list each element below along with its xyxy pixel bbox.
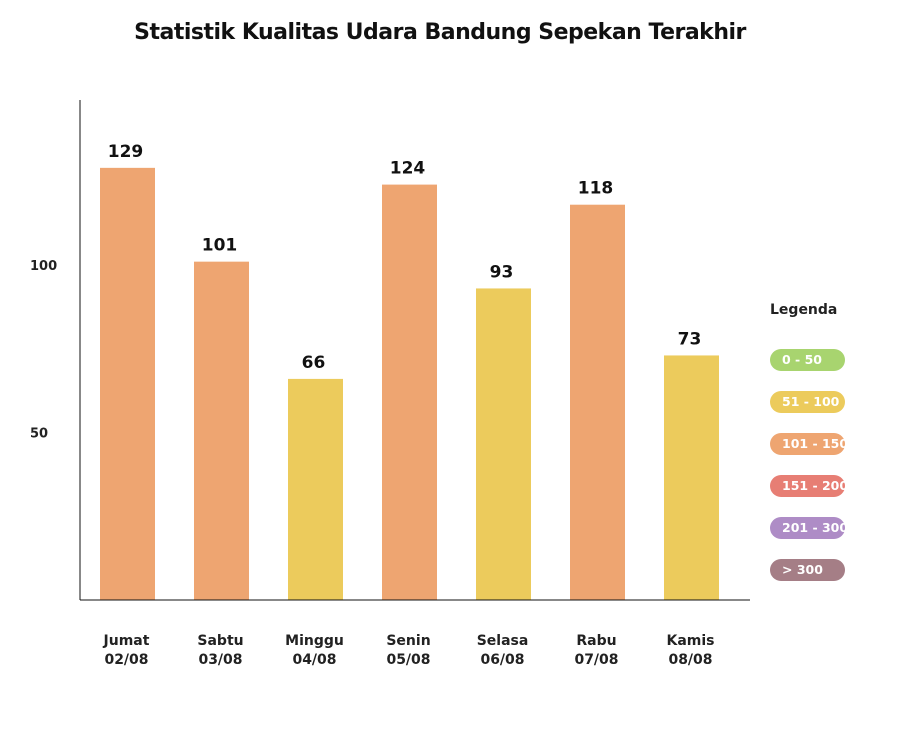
legend: Legenda 0 - 50 51 - 100 101 - 150 151 - 200… xyxy=(770,300,870,601)
bar xyxy=(100,167,155,600)
x-axis-tick-labels: Jumat 02/08 Sabtu 03/08 Minggu 04/08 Senin 05/0… xyxy=(103,633,715,668)
legend-item: 0 - 50 xyxy=(770,349,845,371)
legend-title: Legenda xyxy=(770,302,838,318)
bar-value-label: 93 xyxy=(490,262,514,282)
x-tick-label-day: Kamis xyxy=(666,633,714,649)
bar-value-label: 124 xyxy=(390,159,426,179)
x-tick-label-day: Rabu xyxy=(576,633,616,649)
x-tick-label-day: Selasa xyxy=(477,633,529,649)
x-tick-label-date: 02/08 xyxy=(104,652,148,668)
bar xyxy=(194,261,249,600)
y-axis-tick-labels: 50 100 xyxy=(30,259,57,442)
x-tick-label-date: 05/08 xyxy=(386,652,430,668)
bar xyxy=(382,184,437,600)
legend-item: 51 - 100 xyxy=(770,391,845,413)
x-tick-label-day: Senin xyxy=(386,633,430,649)
legend-item: 201 - 300 xyxy=(770,517,848,539)
bar xyxy=(476,288,531,600)
bar-value-label: 118 xyxy=(578,179,614,199)
bars xyxy=(100,167,719,600)
legend-item: 151 - 200 xyxy=(770,475,848,497)
bar-value-label: 129 xyxy=(108,142,144,162)
bar-value-label: 66 xyxy=(302,353,326,373)
x-tick-label-date: 04/08 xyxy=(292,652,336,668)
x-tick-label-date: 06/08 xyxy=(480,652,524,668)
bar-value-label: 73 xyxy=(678,329,702,349)
y-tick-label: 100 xyxy=(30,259,57,274)
x-tick-label-day: Sabtu xyxy=(197,633,243,649)
legend-item: 101 - 150 xyxy=(770,433,848,455)
bar xyxy=(570,204,625,600)
bar xyxy=(664,355,719,600)
bar-value-labels: 129 101 66 124 93 118 73 xyxy=(108,142,702,373)
x-tick-label-date: 07/08 xyxy=(574,652,618,668)
legend-items: 0 - 50 51 - 100 101 - 150 151 - 200 201 - 30… xyxy=(770,349,870,581)
chart-title: Statistik Kualitas Udara Bandung Sepekan… xyxy=(134,20,746,45)
bar xyxy=(288,378,343,600)
x-tick-label-day: Jumat xyxy=(103,633,150,649)
x-tick-label-date: 08/08 xyxy=(668,652,712,668)
bar-value-label: 101 xyxy=(202,236,238,256)
x-tick-label-date: 03/08 xyxy=(198,652,242,668)
y-tick-label: 50 xyxy=(30,427,48,442)
legend-item: > 300 xyxy=(770,559,845,581)
x-tick-label-day: Minggu xyxy=(285,633,344,649)
